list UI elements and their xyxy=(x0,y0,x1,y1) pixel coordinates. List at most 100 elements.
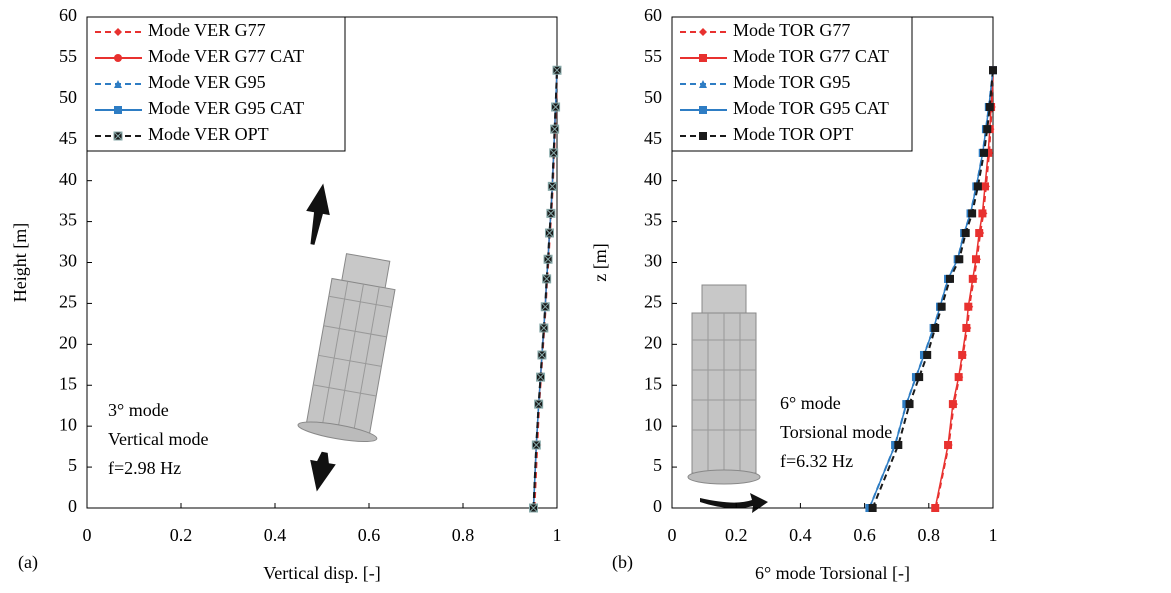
y-axis-label: z [m] xyxy=(590,243,610,281)
marker xyxy=(541,303,549,311)
marker xyxy=(552,103,560,111)
marker xyxy=(538,351,546,359)
marker xyxy=(955,255,963,263)
y-tick-label: 35 xyxy=(644,210,662,230)
y-tick-label: 25 xyxy=(59,292,77,312)
y-tick-label: 0 xyxy=(653,496,662,516)
marker xyxy=(944,441,952,449)
legend-label: Mode TOR OPT xyxy=(733,124,853,144)
x-tick-label: 0.8 xyxy=(452,525,475,545)
marker xyxy=(974,182,982,190)
x-tick-label: 0 xyxy=(83,525,92,545)
marker xyxy=(537,373,545,381)
marker xyxy=(946,275,954,283)
x-tick-label: 1 xyxy=(553,525,562,545)
legend-label: Mode TOR G95 CAT xyxy=(733,98,889,118)
marker xyxy=(980,149,988,157)
legend-label: Mode TOR G95 xyxy=(733,72,850,92)
marker xyxy=(962,229,970,237)
panel-label: (b) xyxy=(612,552,633,573)
marker xyxy=(958,351,966,359)
marker xyxy=(545,229,553,237)
marker xyxy=(548,182,556,190)
y-tick-label: 60 xyxy=(644,5,662,25)
annotation: 3° mode xyxy=(108,400,169,420)
marker xyxy=(553,66,561,74)
marker xyxy=(544,255,552,263)
marker xyxy=(978,209,986,217)
marker xyxy=(983,125,991,133)
marker xyxy=(975,229,983,237)
legend-marker xyxy=(699,54,707,62)
marker xyxy=(931,324,939,332)
y-tick-label: 40 xyxy=(59,169,77,189)
panel-label: (a) xyxy=(18,552,38,573)
legend-marker xyxy=(114,132,122,140)
y-tick-label: 50 xyxy=(644,87,662,107)
x-tick-label: 0.4 xyxy=(264,525,287,545)
annotation: Torsional mode xyxy=(780,422,892,442)
figure: 05101520253035404550556000.20.40.60.81Ve… xyxy=(0,0,1171,588)
x-tick-label: 0.2 xyxy=(725,525,748,545)
marker xyxy=(949,400,957,408)
x-axis-label: 6° mode Torsional [-] xyxy=(755,563,910,583)
legend-label: Mode TOR G77 CAT xyxy=(733,46,889,66)
y-tick-label: 20 xyxy=(644,332,662,352)
annotation: f=6.32 Hz xyxy=(780,451,853,471)
marker xyxy=(535,400,543,408)
marker xyxy=(551,125,559,133)
y-tick-label: 15 xyxy=(644,373,662,393)
annotation: 6° mode xyxy=(780,393,841,413)
y-tick-label: 55 xyxy=(644,46,662,66)
y-tick-label: 5 xyxy=(653,455,662,475)
y-tick-label: 55 xyxy=(59,46,77,66)
marker xyxy=(989,66,997,74)
y-tick-label: 10 xyxy=(644,414,662,434)
y-tick-label: 0 xyxy=(68,496,77,516)
x-tick-label: 0 xyxy=(668,525,677,545)
y-tick-label: 5 xyxy=(68,455,77,475)
marker xyxy=(923,351,931,359)
y-tick-label: 25 xyxy=(644,292,662,312)
marker xyxy=(550,149,558,157)
annotation: f=2.98 Hz xyxy=(108,458,181,478)
x-tick-label: 0.4 xyxy=(789,525,812,545)
marker xyxy=(915,373,923,381)
y-tick-label: 45 xyxy=(644,128,662,148)
marker xyxy=(931,504,939,512)
x-tick-label: 0.2 xyxy=(170,525,193,545)
y-tick-label: 10 xyxy=(59,414,77,434)
x-tick-label: 0.6 xyxy=(358,525,381,545)
y-tick-label: 15 xyxy=(59,373,77,393)
legend-marker xyxy=(114,106,122,114)
legend-label: Mode VER OPT xyxy=(148,124,269,144)
marker xyxy=(964,303,972,311)
y-tick-label: 50 xyxy=(59,87,77,107)
y-tick-label: 30 xyxy=(644,251,662,271)
legend-label: Mode VER G95 CAT xyxy=(148,98,304,118)
marker xyxy=(906,400,914,408)
marker xyxy=(962,324,970,332)
y-tick-label: 30 xyxy=(59,251,77,271)
tower-illustration xyxy=(688,285,768,513)
legend-label: Mode VER G77 xyxy=(148,20,266,40)
legend-label: Mode TOR G77 xyxy=(733,20,850,40)
marker xyxy=(955,373,963,381)
marker xyxy=(532,441,540,449)
marker xyxy=(969,275,977,283)
marker xyxy=(938,303,946,311)
y-tick-label: 40 xyxy=(644,169,662,189)
legend-label: Mode VER G95 xyxy=(148,72,266,92)
marker xyxy=(530,504,538,512)
legend-marker xyxy=(114,54,122,62)
legend-marker xyxy=(699,132,707,140)
x-tick-label: 1 xyxy=(989,525,998,545)
tower-illustration xyxy=(297,251,408,446)
legend-label: Mode VER G77 CAT xyxy=(148,46,304,66)
legend-marker xyxy=(699,106,707,114)
arrow xyxy=(305,450,338,494)
marker xyxy=(547,209,555,217)
y-tick-label: 45 xyxy=(59,128,77,148)
x-axis-label: Vertical disp. [-] xyxy=(263,563,380,583)
marker xyxy=(540,324,548,332)
